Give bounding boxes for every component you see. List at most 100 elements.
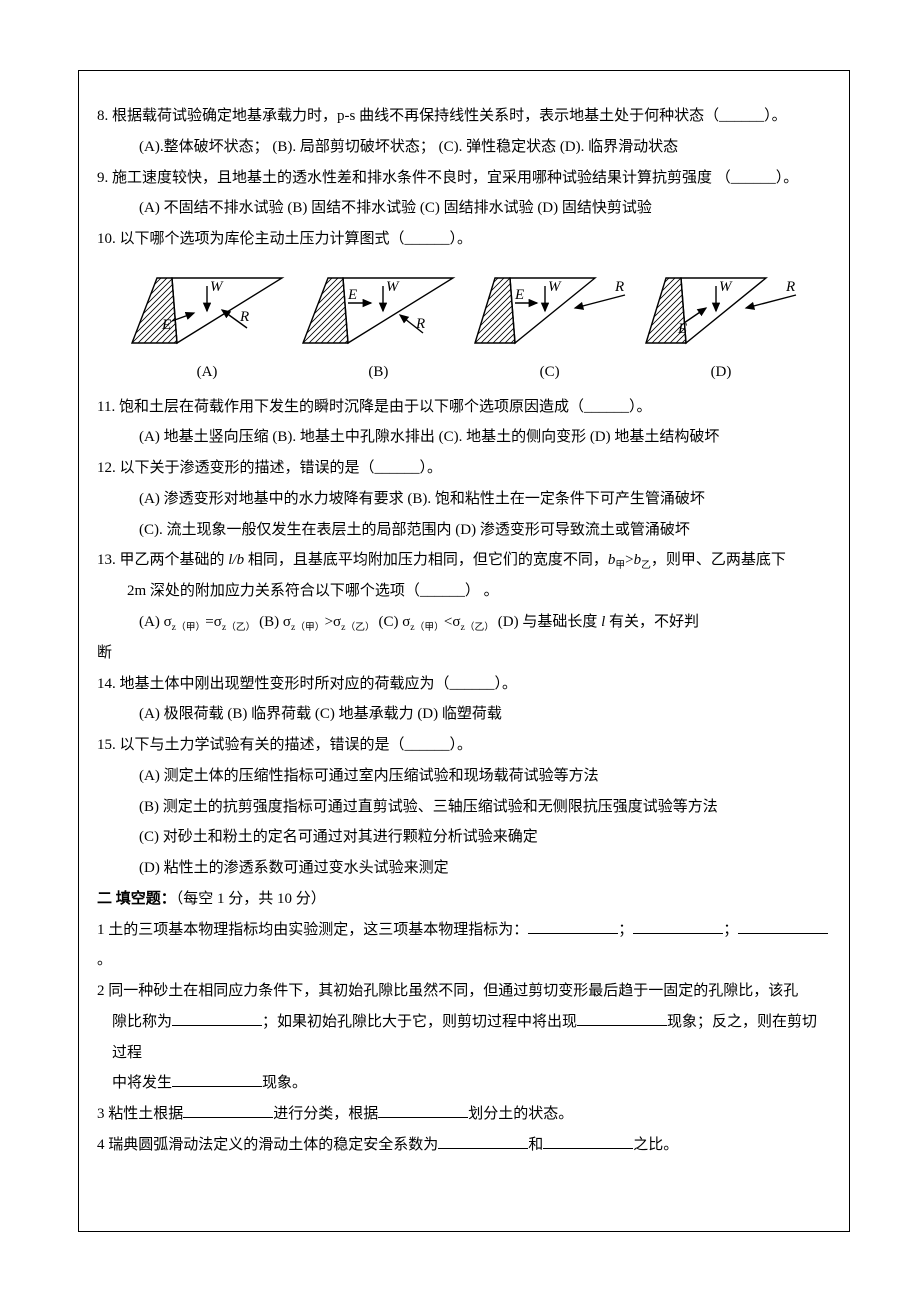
q15-a: (A) 测定土体的压缩性指标可通过室内压缩试验和现场载荷试验等方法	[97, 761, 831, 792]
q15-stem: 15. 以下与土力学试验有关的描述，错误的是（______）。	[97, 737, 472, 753]
label-b: (B)	[293, 357, 463, 388]
f4-a: 4 瑞典圆弧滑动法定义的滑动土体的稳定安全系数为	[97, 1137, 438, 1153]
svg-text:R: R	[785, 279, 795, 295]
q14-stem: 14. 地基土体中刚出现塑性变形时所对应的荷载应为（______）。	[97, 676, 517, 692]
q13-D-suf: 有关，不好判	[605, 614, 699, 630]
f2-c: ；如果初始孔隙比大于它，则剪切过程中将出现	[262, 1014, 577, 1030]
f3-c: 划分土的状态。	[468, 1106, 573, 1122]
sec2-head-a: 二 填空题：	[97, 891, 176, 907]
fill-2-cont: 隙比称为；如果初始孔隙比大于它，则剪切过程中将出现现象；反之，则在剪切过程	[97, 1007, 831, 1069]
q9-stem: 9. 施工速度较快，且地基土的透水性差和排水条件不良时，宜采用哪种试验结果计算抗…	[97, 170, 798, 186]
eq: =	[205, 614, 213, 630]
q13-stem-c: ，则甲、乙两基底下	[651, 552, 786, 568]
q8-options: (A).整体破坏状态； (B). 局部剪切破坏状态； (C). 弹性稳定状态 (…	[97, 132, 831, 163]
q12-opt-cd: (C). 流土现象一般仅发生在表层土的局部范围内 (D) 渗透变形可导致流土或管…	[97, 515, 831, 546]
q13-stem-b: 相同，且基底平均附加压力相同，但它们的宽度不同，	[244, 552, 608, 568]
q12-stem: 12. 以下关于渗透变形的描述，错误的是（______）。	[97, 460, 442, 476]
svg-text:E: E	[514, 287, 524, 303]
q14-options: (A) 极限荷载 (B) 临界荷载 (C) 地基承载力 (D) 临塑荷载	[97, 699, 831, 730]
q13-stem-d: 2m 深处的附加应力关系符合以下哪个选项（______） 。	[97, 576, 831, 607]
sec2-head-b: （每空 1 分，共 10 分）	[176, 891, 326, 907]
f4-b: 和	[528, 1137, 543, 1153]
blank	[183, 1102, 273, 1118]
q13-B-pre: (B)	[259, 614, 283, 630]
z5: z（甲）	[410, 622, 444, 633]
q13-sub1: 甲	[615, 560, 625, 571]
f1-a: 1 土的三项基本物理指标均由实验测定，这三项基本物理指标为：	[97, 922, 528, 938]
f2-b: 隙比称为	[112, 1014, 172, 1030]
svg-text:W: W	[548, 279, 562, 295]
question-12: 12. 以下关于渗透变形的描述，错误的是（______）。	[97, 453, 831, 484]
content-border: 8. 根据载荷试验确定地基承载力时，p-s 曲线不再保持线性关系时，表示地基土处…	[78, 70, 850, 1232]
svg-text:W: W	[210, 279, 224, 295]
fig-d: W E R	[636, 263, 806, 353]
label-d: (D)	[636, 357, 806, 388]
question-14: 14. 地基土体中刚出现塑性变形时所对应的荷载应为（______）。	[97, 669, 831, 700]
blank	[378, 1102, 468, 1118]
svg-text:W: W	[386, 279, 400, 295]
label-c: (C)	[465, 357, 635, 388]
svg-text:R: R	[239, 309, 249, 325]
svg-text:E: E	[677, 321, 687, 337]
f3-b: 进行分类，根据	[273, 1106, 378, 1122]
gt2: >	[325, 614, 333, 630]
diagram-c: W E R	[465, 263, 635, 353]
sig: σ	[164, 614, 172, 630]
f4-c: 之比。	[633, 1137, 678, 1153]
fill-2-cont2: 中将发生 现象。	[97, 1068, 831, 1099]
blank	[633, 918, 723, 934]
q8-stem: 8. 根据载荷试验确定地基承载力时，p-s 曲线不再保持线性关系时，表示地基土处…	[97, 108, 787, 124]
fig-c: W E R	[465, 263, 635, 353]
q13-D-suf2: 断	[97, 638, 831, 669]
diagram-d: W E R	[636, 263, 806, 353]
q10-stem: 10. 以下哪个选项为库伦主动土压力计算图式（______）。	[97, 231, 472, 247]
fill-1: 1 土的三项基本物理指标均由实验测定，这三项基本物理指标为：；；。	[97, 915, 831, 977]
q13-stem-a: 13. 甲乙两个基础的	[97, 552, 228, 568]
q13-A-pre: (A)	[139, 614, 164, 630]
z1: z（甲）	[172, 622, 206, 633]
q13-options: (A) σz（甲）=σz（乙） (B) σz（甲）>σz（乙） (C) σz（甲…	[97, 607, 831, 638]
svg-text:W: W	[719, 279, 733, 295]
question-8: 8. 根据载荷试验确定地基承载力时，p-s 曲线不再保持线性关系时，表示地基土处…	[97, 101, 831, 132]
sig2: σ	[214, 614, 222, 630]
q13-sub2: 乙	[641, 560, 651, 571]
fill-4: 4 瑞典圆弧滑动法定义的滑动土体的稳定安全系数为 和 之比。	[97, 1130, 831, 1161]
question-11: 11. 饱和土层在荷载作用下发生的瞬时沉降是由于以下哪个选项原因造成（_____…	[97, 392, 831, 423]
blank	[172, 1010, 262, 1026]
svg-text:E: E	[347, 287, 357, 303]
q9-options: (A) 不固结不排水试验 (B) 固结不排水试验 (C) 固结排水试验 (D) …	[97, 193, 831, 224]
q10-figures: W E R	[97, 255, 831, 353]
sep1: ；	[618, 922, 633, 938]
fill-2: 2 同一种砂土在相同应力条件下，其初始孔隙比虽然不同，但通过剪切变形最后趋于一固…	[97, 976, 831, 1007]
svg-text:E: E	[161, 317, 171, 333]
q11-options: (A) 地基土竖向压缩 (B). 地基土中孔隙水排出 (C). 地基土的侧向变形…	[97, 422, 831, 453]
svg-text:R: R	[415, 316, 425, 332]
f2-f: 现象。	[262, 1075, 307, 1091]
q15-b: (B) 测定土的抗剪强度指标可通过直剪试验、三轴压缩试验和无侧限抗压强度试验等方…	[97, 792, 831, 823]
sep2: ；	[723, 922, 738, 938]
f2-a: 2 同一种砂土在相同应力条件下，其初始孔隙比虽然不同，但通过剪切变形最后趋于一固…	[97, 983, 798, 999]
svg-text:R: R	[614, 279, 624, 295]
q13-C-pre: (C)	[378, 614, 402, 630]
q15-d: (D) 粘性土的渗透系数可通过变水头试验来测定	[97, 853, 831, 884]
q13-D-pre: (D) 与基础长度	[498, 614, 601, 630]
blank	[528, 918, 618, 934]
section-2-head: 二 填空题：（每空 1 分，共 10 分）	[97, 884, 831, 915]
blank	[438, 1133, 528, 1149]
fill-3: 3 粘性土根据 进行分类，根据 划分土的状态。	[97, 1099, 831, 1130]
fig-a: W E R	[122, 263, 292, 353]
q13-b2: b	[634, 552, 642, 568]
blank	[738, 918, 828, 934]
f2-e: 中将发生	[112, 1075, 172, 1091]
question-13: 13. 甲乙两个基础的 l/b 相同，且基底平均附加压力相同，但它们的宽度不同，…	[97, 545, 831, 576]
fig-b: W E R	[293, 263, 463, 353]
f3-a: 3 粘性土根据	[97, 1106, 183, 1122]
z2: z（乙）	[222, 622, 256, 633]
sig4: σ	[333, 614, 341, 630]
q13-gt: >	[625, 552, 633, 568]
blank	[577, 1010, 667, 1026]
diagram-a: W E R	[122, 263, 292, 353]
z6: z（乙）	[460, 622, 494, 633]
page: 8. 根据载荷试验确定地基承载力时，p-s 曲线不再保持线性关系时，表示地基土处…	[0, 0, 920, 1302]
blank	[543, 1133, 633, 1149]
